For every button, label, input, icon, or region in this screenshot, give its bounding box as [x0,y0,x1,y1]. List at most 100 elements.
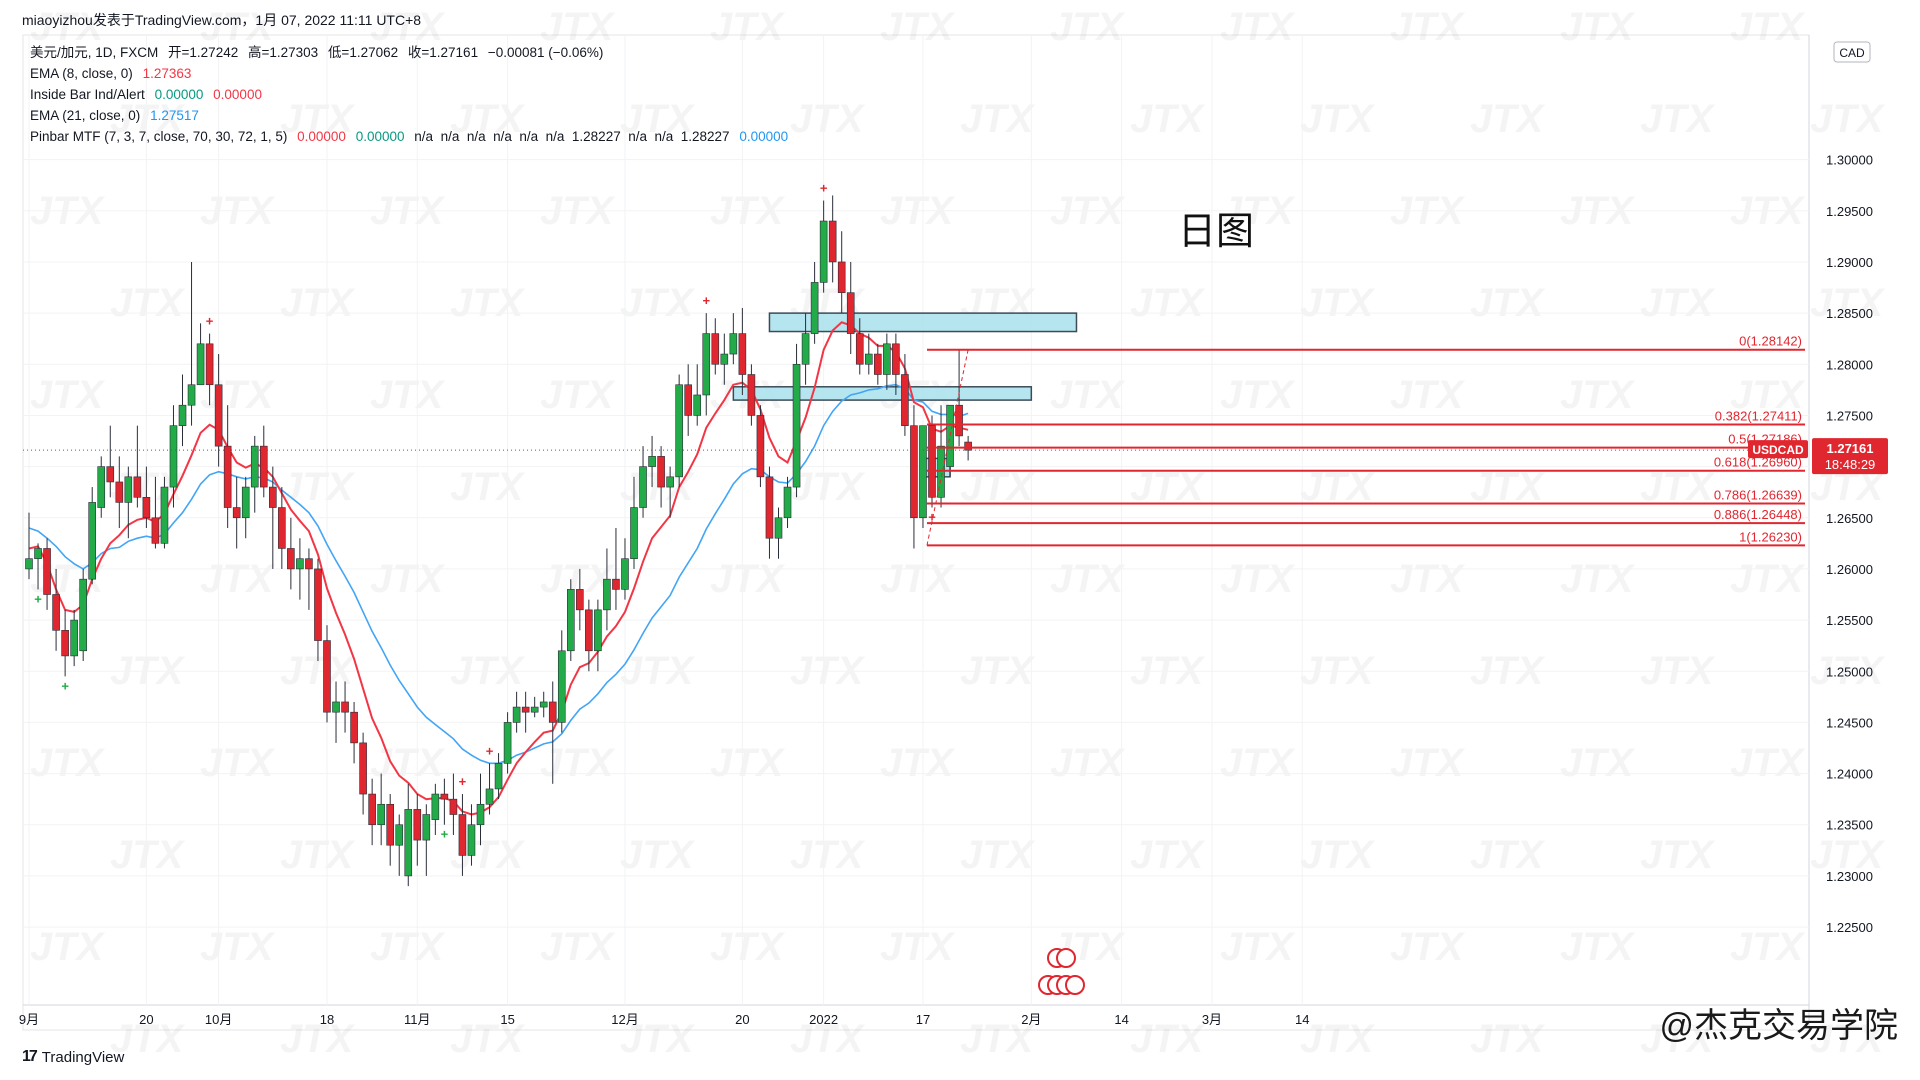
y-tick-label: 1.27500 [1826,408,1873,423]
watermark-glyph: JTX [1810,649,1886,693]
candle-down [458,814,467,856]
candle-up [539,701,548,708]
usa-flag-icon[interactable] [1065,975,1085,995]
y-tick-label: 1.26500 [1826,511,1873,526]
watermark-glyph: JTX [370,373,446,417]
watermark-glyph: JTX [880,5,956,49]
time-axis[interactable]: 9月 20 10月 18 11月 15 12月 20 2022 17 2月 14 3月 14 [19,1012,1310,1027]
candle-down [43,548,51,595]
watermark-glyph: JTX [1730,5,1806,49]
fib-level-label: 0.886(1.26448) [1714,507,1802,522]
canada-flag-icon[interactable] [1056,948,1076,968]
candle-down [955,404,963,437]
candle-down [278,507,286,549]
candle-up [494,763,503,790]
candle-up [883,343,891,375]
candle-down [440,793,449,800]
y-tick-label: 1.26000 [1826,562,1873,577]
watermark-glyph: JTX [1130,1017,1206,1061]
candle-up [792,363,801,488]
candle-down [269,486,277,508]
watermark-glyph: JTX [200,741,276,785]
x-tick-label: 3月 [1202,1012,1222,1027]
watermark-glyph: JTX [110,281,186,325]
candle-up [196,343,205,386]
candle-down [711,333,720,365]
watermark-glyph: JTX [1390,373,1466,417]
candle-down [892,343,900,375]
watermark-glyph: JTX [1220,373,1296,417]
x-tick-label: 10月 [205,1012,232,1027]
y-tick-label: 1.23500 [1826,818,1873,833]
candle-down [837,261,846,293]
economic-event-icons[interactable] [1038,948,1085,995]
legend-main-series[interactable]: 美元/加元, 1D, FXCM 开=1.27242 高=1.27303 低=1.… [30,42,788,63]
candle-down [305,558,313,570]
x-tick-label: 11月 [404,1012,431,1027]
watermark-glyph: JTX [370,557,446,601]
zone-rectangle[interactable] [732,386,1033,401]
candle-down [232,507,241,519]
watermark-glyph: JTX [1390,925,1466,969]
fib-trend-line[interactable] [926,349,969,546]
watermark-glyph: JTX [1560,925,1636,969]
pinbar-mark: + [441,827,449,842]
zone-rectangle[interactable] [922,457,951,478]
watermark-glyph: JTX [790,1017,866,1061]
watermark-glyph: JTX [1640,465,1716,509]
watermark-glyph: JTX [450,97,526,141]
zone-rectangle[interactable] [768,312,1078,333]
watermark-glyph: JTX [1300,1017,1376,1061]
candle-up [70,619,78,657]
watermark-glyph: JTX [1220,5,1296,49]
ohlc-close: 收=1.27161 [407,45,479,60]
candle-down [765,476,774,539]
watermark-glyph: JTX [960,833,1036,877]
candle-up [395,824,404,846]
candle-down [350,711,358,744]
watermark-glyph: JTX [1560,557,1636,601]
legend-ema21[interactable]: EMA (21, close, 0) 1.27517 [30,105,788,126]
pinbar-marks: + + + + + + + + + [34,181,936,842]
watermark-glyph: JTX [620,833,696,877]
watermark-glyph: JTX [1300,465,1376,509]
pinbar-mark: + [928,510,936,525]
watermark-glyph: JTX [620,97,696,141]
legend-pinbar[interactable]: Pinbar MTF (7, 3, 7, close, 70, 30, 72, … [30,126,788,147]
candle-up [404,809,413,877]
candle-up [79,578,87,652]
candle-down [910,425,918,519]
tradingview-brand[interactable]: 17 TradingView [22,1048,124,1066]
candle-down [259,445,268,488]
candle-down [359,742,367,795]
watermark-glyph: JTX [1730,741,1806,785]
watermark-glyph: JTX [30,5,106,49]
candle-up [693,394,702,416]
candle-down [738,333,747,375]
candle-up [630,507,638,559]
candle-up [702,333,711,396]
candle-up [503,722,512,764]
y-tick-label: 1.29000 [1826,255,1873,270]
x-tick-label: 14 [1295,1012,1309,1027]
ema8-label: EMA (8, close, 0) [30,66,133,81]
candle-down [314,568,322,641]
watermark-glyph: JTX [620,281,696,325]
watermark-glyph: JTX [1470,1017,1546,1061]
pinbar-mark: + [486,743,494,758]
fibonacci-retracement[interactable]: 0(1.28142)0.382(1.27411)0.5(1.27186)0.61… [23,334,1809,547]
legend-ema8[interactable]: EMA (8, close, 0) 1.27363 [30,63,788,84]
watermark-glyph: JTX [1050,557,1126,601]
watermark-glyph: JTX [1640,833,1716,877]
x-tick-label: 20 [735,1012,749,1027]
currency-box[interactable] [1833,41,1871,63]
legend-inside-bar[interactable]: Inside Bar Ind/Alert 0.00000 0.00000 [30,84,788,105]
watermark-glyph: JTX [280,1017,356,1061]
watermark-glyph: JTX [1560,5,1636,49]
pinbar-label: Pinbar MTF (7, 3, 7, close, 70, 30, 72, … [30,129,288,144]
x-tick-label: 20 [139,1012,153,1027]
watermark-glyph: JTX [1390,741,1466,785]
watermark-glyph: JTX [1300,833,1376,877]
